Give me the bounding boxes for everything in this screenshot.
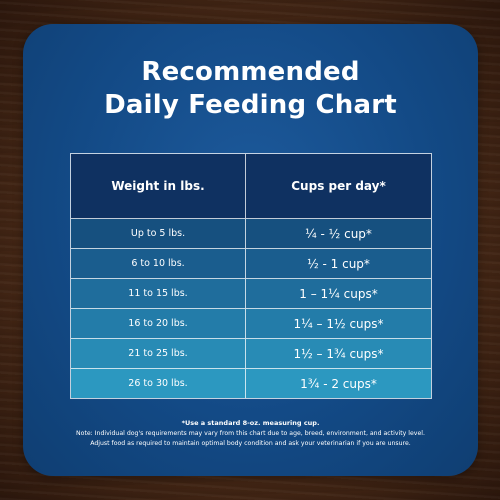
- title-line-1: Recommended: [141, 57, 360, 87]
- table-row: 6 to 10 lbs. ½ - 1 cup*: [71, 249, 431, 279]
- cups-cell: 1½ – 1¾ cups*: [293, 346, 384, 361]
- header-cups: Cups per day*: [291, 179, 386, 193]
- weight-cell: 21 to 25 lbs.: [71, 339, 246, 368]
- measuring-cup-footnote: *Use a standard 8-oz. measuring cup.: [181, 419, 320, 427]
- table-row: 16 to 20 lbs. 1¼ – 1½ cups*: [71, 309, 431, 339]
- feeding-table: Weight in lbs. Cups per day* Up to 5 lbs…: [70, 153, 432, 399]
- requirements-note: Note: Individual dog's requirements may …: [76, 430, 425, 437]
- cups-cell: 1¾ - 2 cups*: [300, 376, 377, 391]
- feeding-chart-card: Recommended Daily Feeding Chart Weight i…: [23, 24, 478, 476]
- table-row: Up to 5 lbs. ¼ - ½ cup*: [71, 219, 431, 249]
- table-row: 21 to 25 lbs. 1½ – 1¾ cups*: [71, 339, 431, 369]
- adjust-food-note: Adjust food as required to maintain opti…: [90, 440, 411, 447]
- cups-cell: ½ - 1 cup*: [307, 256, 370, 271]
- cups-cell: 1¼ – 1½ cups*: [293, 316, 384, 331]
- weight-cell: 16 to 20 lbs.: [71, 309, 246, 338]
- weight-cell: Up to 5 lbs.: [71, 219, 246, 248]
- cups-cell: ¼ - ½ cup*: [305, 226, 372, 241]
- weight-cell: 6 to 10 lbs.: [71, 249, 246, 278]
- weight-cell: 11 to 15 lbs.: [71, 279, 246, 308]
- weight-cell: 26 to 30 lbs.: [71, 369, 246, 398]
- table-header-row: Weight in lbs. Cups per day*: [71, 154, 431, 219]
- header-weight: Weight in lbs.: [71, 154, 246, 218]
- table-row: 26 to 30 lbs. 1¾ - 2 cups*: [71, 369, 431, 398]
- title-line-2: Daily Feeding Chart: [104, 90, 397, 120]
- table-row: 11 to 15 lbs. 1 – 1¼ cups*: [71, 279, 431, 309]
- cups-cell: 1 – 1¼ cups*: [299, 286, 378, 301]
